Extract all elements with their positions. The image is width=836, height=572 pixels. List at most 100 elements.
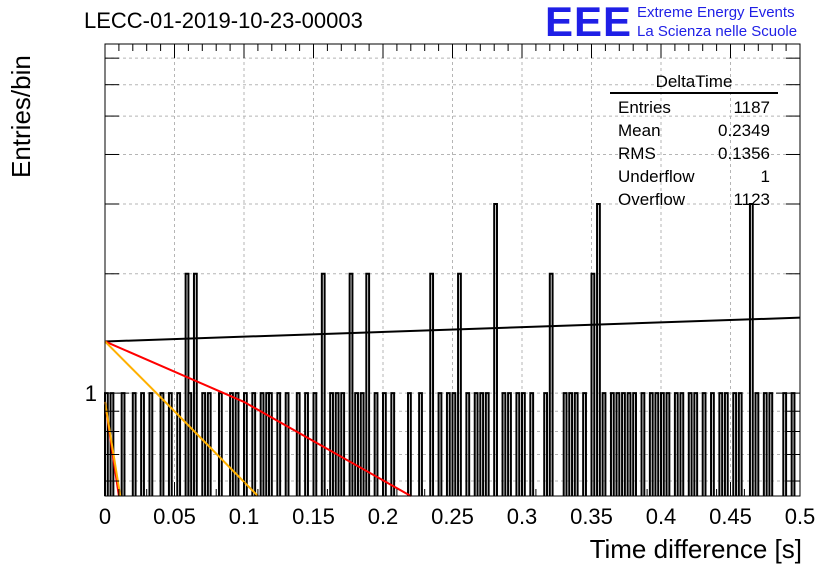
x-tick-label: 0.3 — [507, 504, 538, 529]
histogram-bin — [521, 392, 526, 496]
histogram-bin — [131, 392, 137, 496]
histogram-bin — [201, 392, 207, 496]
histogram-bin — [648, 392, 654, 496]
histogram-bin — [304, 392, 309, 496]
histogram-bin — [312, 392, 318, 496]
histogram-bin — [159, 392, 165, 496]
histogram-bin — [768, 392, 774, 496]
histogram-bin — [479, 392, 485, 496]
logo-line-2: La Scienza nelle Scuole — [637, 23, 798, 40]
histogram-bin — [529, 392, 535, 496]
stats-key: Entries — [618, 98, 671, 117]
logo-line-1: Extreme Energy Events — [637, 4, 795, 21]
fit-curves — [104, 316, 801, 497]
histogram-bin — [679, 392, 685, 496]
histogram-bin — [295, 392, 301, 496]
stats-value: 1 — [760, 167, 770, 186]
x-tick-label: 0.15 — [292, 504, 335, 529]
histogram-bin — [148, 392, 154, 496]
stats-row-overflow: Overflow 1123 — [610, 188, 778, 211]
histogram-bin — [507, 392, 512, 496]
histogram-bin — [718, 392, 724, 496]
histogram-bin — [632, 392, 637, 496]
fit-curve — [104, 401, 122, 497]
histogram-bin — [390, 392, 396, 496]
x-tick-label: 0 — [99, 504, 111, 529]
histogram-bin — [573, 392, 579, 496]
histogram-bin — [562, 392, 568, 496]
histogram-bin — [543, 392, 549, 496]
histogram-bin — [334, 392, 340, 496]
histogram-bin — [284, 392, 290, 496]
histogram-bin — [568, 392, 574, 496]
histogram-bin — [582, 392, 587, 496]
histogram-bin — [484, 392, 490, 496]
histogram-bin — [276, 392, 282, 496]
histogram-bin — [243, 392, 248, 496]
histogram-bin — [407, 392, 412, 496]
histogram-bin — [348, 272, 354, 496]
histogram-bin — [626, 392, 632, 496]
histogram-bin — [665, 392, 671, 496]
histogram-bin — [473, 392, 479, 496]
stats-row-mean: Mean 0.2349 — [610, 119, 778, 142]
stats-row-rms: RMS 0.1356 — [610, 142, 778, 165]
histogram-bin — [184, 272, 190, 496]
x-tick-label: 0.5 — [785, 504, 816, 529]
histogram-bin — [167, 392, 173, 496]
x-tick-label: 0.35 — [570, 504, 613, 529]
histogram-bin — [259, 392, 265, 496]
stats-title: DeltaTime — [655, 72, 733, 91]
histogram-bin — [373, 392, 379, 496]
histogram-bin — [465, 392, 471, 496]
histogram-bin — [693, 392, 699, 496]
histogram-bin — [140, 392, 145, 496]
stats-box: DeltaTime Entries 1187 Mean 0.2349 RMS 0… — [610, 72, 778, 211]
histogram-bin — [710, 392, 715, 496]
stats-key: Mean — [618, 121, 661, 140]
histogram-bin — [660, 392, 665, 496]
x-tick-label: 0.45 — [709, 504, 752, 529]
x-tick-label: 0.4 — [646, 504, 677, 529]
histogram-bin — [701, 392, 707, 496]
histogram-bin — [732, 392, 738, 496]
histogram-bin — [229, 392, 234, 496]
histogram-bin — [687, 392, 693, 496]
x-tick-labels: 0 0.05 0.1 0.15 0.2 0.25 0.3 0.35 0.4 0.45 0.5 — [99, 504, 815, 529]
histogram-bin — [762, 392, 768, 496]
histogram-bin — [515, 392, 521, 496]
histogram-bin — [340, 392, 346, 496]
chart-title: LECC-01-2019-10-23-00003 — [84, 8, 363, 33]
logo-mark: EEE — [545, 0, 633, 45]
histogram-bin — [354, 392, 359, 496]
stats-row-entries: Entries 1187 — [610, 96, 778, 119]
x-axis-label: Time difference [s] — [589, 534, 802, 564]
stats-value: 1187 — [733, 98, 770, 117]
histogram-bin — [365, 272, 371, 496]
histogram-bin — [437, 392, 443, 496]
histogram-bin — [457, 272, 462, 496]
histogram-bin — [601, 392, 607, 496]
histogram-bin — [192, 272, 198, 496]
stats-row-underflow: Underflow 1 — [610, 165, 778, 188]
histogram-bin — [451, 392, 457, 496]
histogram-bin — [654, 392, 660, 496]
stats-key: Underflow — [618, 167, 695, 186]
stats-value: 0.2349 — [718, 121, 770, 140]
histogram-bin — [609, 392, 615, 496]
histogram-bin — [418, 392, 423, 496]
histogram-bin — [176, 392, 182, 496]
histogram-bin — [320, 272, 326, 496]
histogram-bin — [501, 392, 507, 496]
histogram-bin — [596, 202, 601, 496]
histogram-bin — [673, 392, 679, 496]
y-axis-label: Entries/bin — [6, 55, 36, 178]
stats-key: Overflow — [618, 190, 686, 209]
histogram-bin — [445, 392, 451, 496]
x-tick-label: 0.1 — [229, 504, 260, 529]
stats-value: 0.1356 — [718, 144, 770, 163]
y-tick-label: 1 — [85, 381, 97, 406]
histogram-bin — [187, 392, 193, 496]
histogram-bin — [382, 392, 387, 496]
